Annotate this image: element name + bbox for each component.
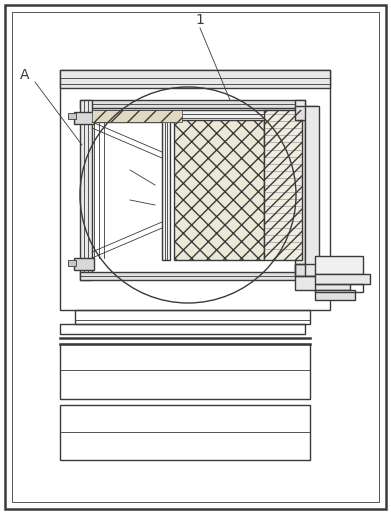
Bar — [68, 113, 76, 119]
Bar — [80, 272, 305, 280]
Bar — [315, 256, 363, 274]
Bar — [264, 110, 302, 260]
Bar — [162, 120, 170, 260]
Bar — [295, 264, 355, 276]
Bar — [60, 405, 310, 460]
Text: A: A — [20, 68, 30, 82]
Bar — [60, 324, 305, 334]
Bar — [92, 110, 182, 122]
Bar — [74, 258, 94, 270]
Bar — [60, 344, 310, 399]
Bar — [295, 106, 317, 120]
Bar — [92, 110, 295, 122]
Bar — [80, 100, 305, 108]
Bar — [60, 70, 330, 310]
Bar — [68, 260, 76, 266]
Bar — [174, 120, 264, 260]
Text: 1: 1 — [196, 13, 204, 27]
Bar — [305, 106, 319, 276]
Bar — [315, 274, 370, 284]
Bar — [295, 100, 305, 280]
Bar — [74, 112, 94, 124]
Bar — [80, 100, 92, 280]
Bar — [295, 276, 350, 290]
Bar — [315, 284, 363, 292]
Bar — [315, 290, 355, 300]
Bar — [60, 70, 330, 88]
Bar — [295, 264, 317, 276]
Bar — [75, 310, 310, 324]
Bar — [264, 110, 302, 260]
